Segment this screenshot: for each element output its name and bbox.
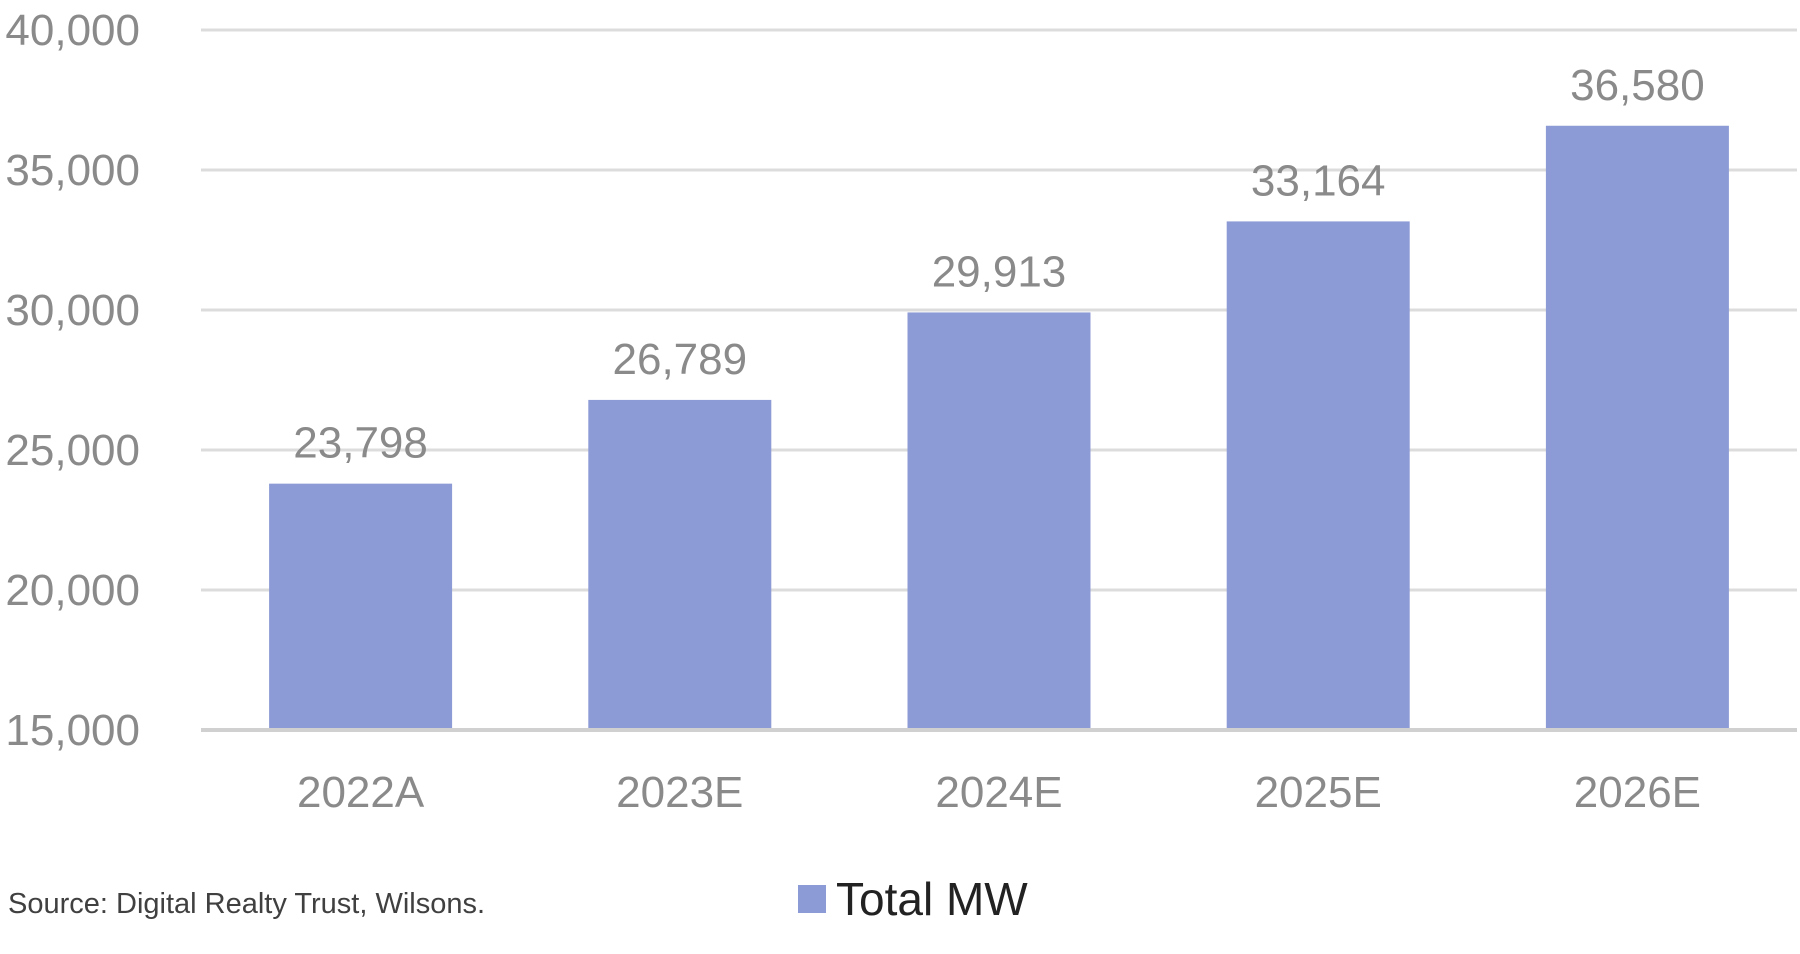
x-tick-label: 2024E xyxy=(935,768,1062,817)
bar xyxy=(588,399,772,728)
data-label: 29,913 xyxy=(932,247,1067,296)
x-tick-label: 2022A xyxy=(297,768,425,817)
data-label: 33,164 xyxy=(1251,156,1386,205)
bar xyxy=(269,483,453,728)
source-note: Source: Digital Realty Trust, Wilsons. xyxy=(8,888,486,920)
y-tick-label: 30,000 xyxy=(5,286,140,335)
bar xyxy=(907,312,1091,728)
legend: Total MW xyxy=(798,872,1028,926)
bar xyxy=(1545,125,1729,728)
data-label: 23,798 xyxy=(293,419,428,468)
legend-label: Total MW xyxy=(836,873,1028,925)
y-tick-label: 20,000 xyxy=(5,566,140,615)
y-tick-label: 40,000 xyxy=(5,6,140,55)
y-tick-label: 35,000 xyxy=(5,146,140,195)
y-tick-label: 25,000 xyxy=(5,426,140,475)
bar xyxy=(1226,221,1410,728)
x-tick-label: 2026E xyxy=(1574,768,1701,817)
y-tick-label: 15,000 xyxy=(5,706,140,755)
legend-swatch xyxy=(798,885,826,913)
x-tick-label: 2025E xyxy=(1255,768,1382,817)
data-label: 26,789 xyxy=(613,335,748,384)
x-tick-label: 2023E xyxy=(616,768,743,817)
data-label: 36,580 xyxy=(1570,61,1705,110)
